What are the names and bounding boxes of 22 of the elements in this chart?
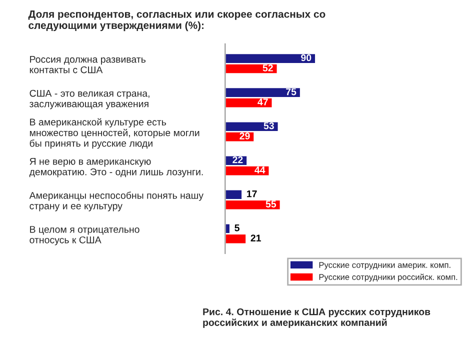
data-label: 44 [254,166,266,174]
text: Рис. 4. Отношение к США русских сотрудников российских и американских компаний [203,308,430,328]
data-label: 5 [234,224,240,232]
chart-title: Доля респондентов, согласных или скорее согласных со следующими утверждениями (%): [28,10,326,32]
y-tick-label: Россия должна развивать контакты с США [30,56,146,74]
y-tick-label: В американской культуре есть множество ценностей, которые могли бы принять и русские люди [30,118,200,149]
data-label: 53 [264,122,274,130]
data-label: 47 [258,98,268,106]
legend-label: Русские сотрудники америк. комп. [319,262,450,270]
data-label: 29 [240,132,250,140]
legend-label: Русские сотрудники российск. комп. [319,274,458,282]
y-tick-label: В целом я отрицательно относусь к США [30,226,140,246]
data-label: 21 [250,234,261,242]
data-label: 17 [247,190,257,198]
data-label: 90 [301,54,312,62]
data-label: 55 [266,200,276,208]
y-tick-label: Я не верю в американскую демократию. Это - одни лишь лозунги. [29,158,203,178]
data-label: 52 [262,64,273,72]
y-tick-label: Американцы неспособны понять нашу страну и ее культуру [29,192,204,212]
y-tick-label: США - это великая страна, заслуживающая уважения [30,90,150,110]
data-label: 75 [286,88,296,96]
data-label: 22 [232,156,243,164]
